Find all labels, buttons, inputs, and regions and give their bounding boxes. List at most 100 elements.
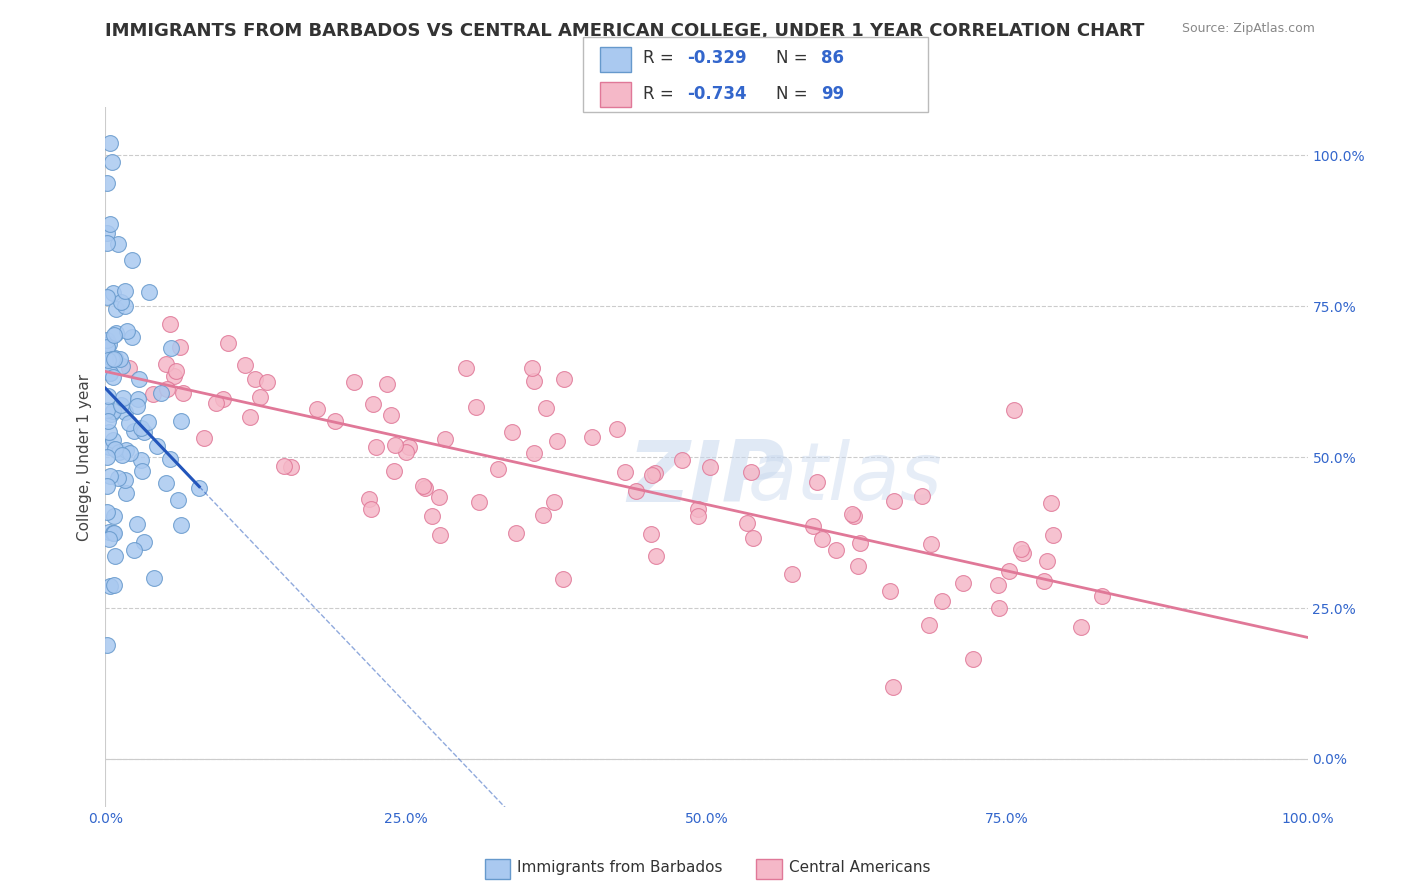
Point [111,448,134,462]
Point [165,364,187,378]
Point [96,403,118,417]
Point [543,495,565,509]
Point [163,368,186,383]
Point [614,465,637,479]
Point [104,442,127,456]
Point [501,425,523,439]
Point [534,401,557,415]
Point [931,593,953,607]
Point [523,374,546,388]
Point [172,386,194,401]
Point [413,481,436,495]
Point [96,638,118,652]
Point [122,542,145,557]
Point [111,391,134,405]
Point [1032,574,1054,588]
Point [305,401,328,416]
Point [429,528,451,542]
Point [641,468,664,483]
Point [138,415,160,429]
Point [520,360,543,375]
Point [155,357,177,371]
Point [1036,554,1059,568]
Point [132,425,155,440]
Point [101,434,124,448]
Point [217,336,239,351]
Point [806,475,828,489]
Point [101,369,124,384]
Point [110,295,132,310]
Point [103,509,125,524]
Point [98,524,121,539]
Point [375,377,398,392]
Point [155,475,177,490]
Point [360,501,382,516]
Point [97,389,120,403]
Point [101,352,124,367]
Point [1091,590,1114,604]
Text: Source: ZipAtlas.com: Source: ZipAtlas.com [1181,22,1315,36]
Point [233,358,256,372]
Point [98,136,121,151]
Text: -0.734: -0.734 [688,85,747,103]
Point [1011,541,1033,556]
Point [531,508,554,523]
Point [170,414,193,428]
Point [101,154,124,169]
Point [998,565,1021,579]
Point [363,396,385,410]
Point [127,399,149,413]
Point [114,405,136,419]
Point [780,566,803,581]
Point [122,424,145,438]
Point [170,517,193,532]
Point [384,464,406,478]
Point [114,442,136,457]
Text: -0.329: -0.329 [688,49,747,68]
Point [962,652,984,666]
Text: Central Americans: Central Americans [789,860,931,874]
Point [212,392,235,406]
Text: 86: 86 [821,49,844,68]
Point [118,416,141,430]
Point [159,341,181,355]
Point [115,485,138,500]
Point [841,507,863,521]
Point [96,450,118,464]
Text: ZIP: ZIP [627,437,786,520]
Point [644,467,666,481]
Point [103,351,125,366]
Point [323,414,346,428]
Point [624,484,647,499]
Point [98,366,121,380]
Y-axis label: College, Under 1 year: College, Under 1 year [77,374,93,541]
Point [553,371,575,385]
Point [686,502,709,516]
Point [645,549,668,563]
Point [1040,495,1063,509]
Point [115,324,138,338]
Point [96,236,118,251]
Point [101,286,124,301]
Point [364,440,387,454]
Point [398,441,420,455]
Point [97,425,120,439]
Point [741,531,763,545]
Point [121,252,143,267]
Point [149,385,172,400]
Point [127,392,149,407]
Point [205,396,228,410]
Point [159,318,181,332]
Point [553,572,575,586]
Point [1042,528,1064,542]
Point [1070,620,1092,634]
Point [105,326,128,340]
Point [96,340,118,354]
Point [735,516,758,530]
Point [107,444,129,458]
Point [1002,403,1025,417]
Point [142,387,165,401]
Point [606,422,628,436]
Point [395,445,418,459]
Point [98,336,121,351]
